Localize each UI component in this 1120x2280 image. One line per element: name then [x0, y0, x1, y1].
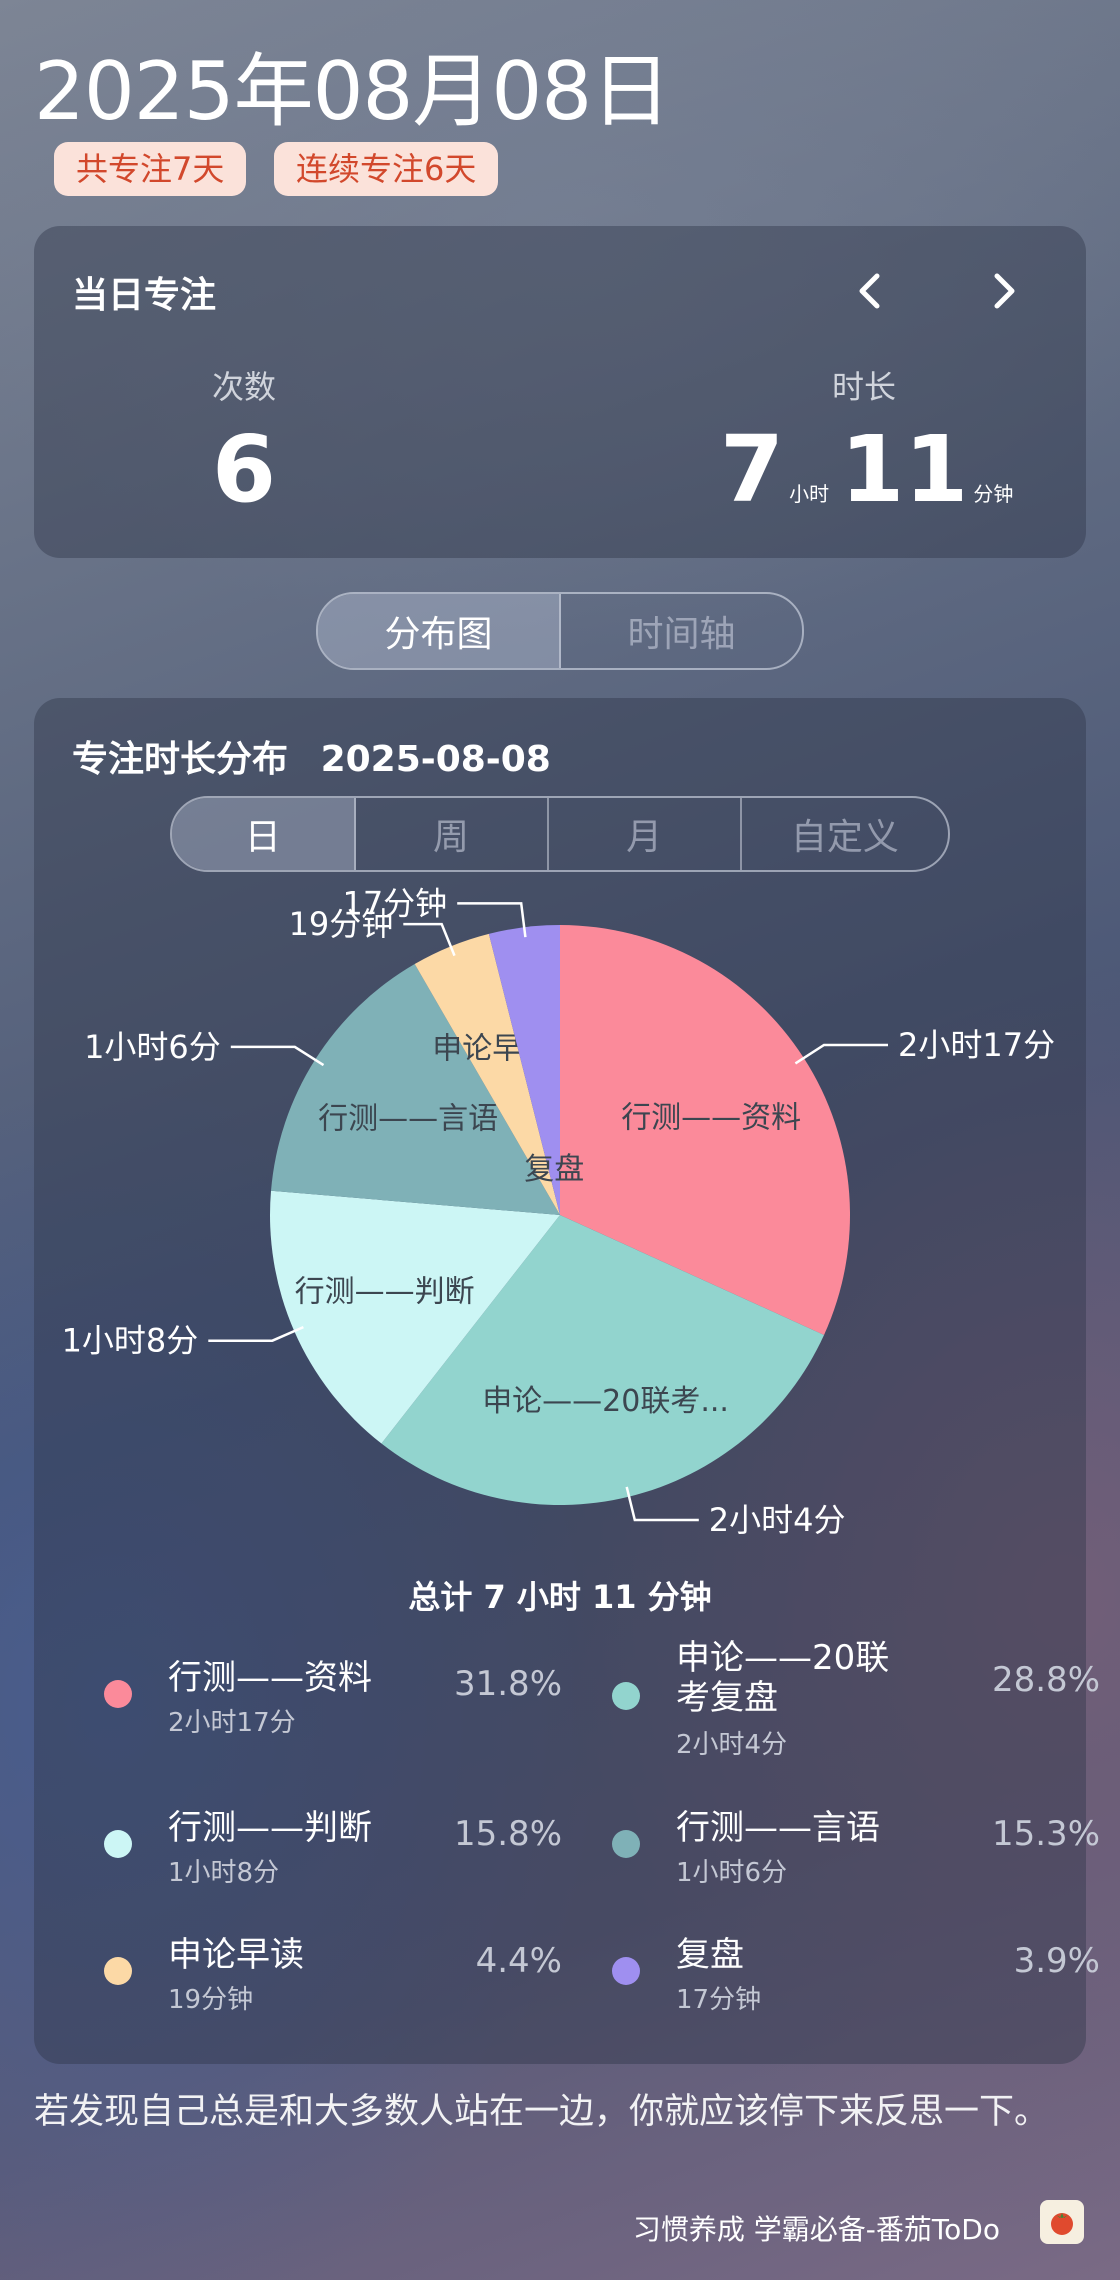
- legend-item[interactable]: 申论——20联考复盘 2小时4分 28.8%: [612, 1638, 1100, 1760]
- motivational-quote: 若发现自己总是和大多数人站在一边，你就应该停下来反思一下。: [34, 2092, 1050, 2132]
- pie-slice[interactable]: [488, 925, 560, 1215]
- next-day-button[interactable]: [974, 261, 1034, 321]
- hours-unit: 小时: [789, 482, 830, 506]
- distribution-title-text: 专注时长分布: [72, 739, 289, 780]
- daily-focus-title: 当日专注: [72, 275, 217, 316]
- legend-percent: 15.8%: [453, 1814, 562, 1854]
- legend-item[interactable]: 申论早读 19分钟 4.4%: [104, 1935, 562, 2035]
- legend-color-dot: [612, 1682, 640, 1710]
- slice-duration-label: 19分钟: [289, 905, 394, 943]
- chevron-left-icon: [859, 273, 880, 309]
- leader-line: [230, 1045, 325, 1067]
- slice-label: 复盘: [524, 1152, 584, 1187]
- legend-item[interactable]: 行测——资料 2小时17分 31.8%: [104, 1658, 562, 1758]
- minutes-value: 11: [840, 416, 969, 523]
- legend-name: 复盘: [676, 1935, 744, 1975]
- count-value: 6: [211, 416, 276, 523]
- slice-label: 行测——资料: [621, 1101, 801, 1136]
- duration-value: 7 小时 11 分钟: [720, 420, 1020, 520]
- footer-slogan: 习惯养成 学霸必备-番茄ToDo: [632, 2213, 1000, 2246]
- legend-percent: 3.9%: [1013, 1941, 1100, 1981]
- slice-label: 行测——判断: [295, 1275, 475, 1310]
- daily-focus-card: 当日专注 次数 6 时长 7 小时 11 分钟: [34, 226, 1086, 558]
- legend-percent: 28.8%: [991, 1660, 1100, 1700]
- legend-color-dot: [612, 1957, 640, 1985]
- legend-percent: 4.4%: [475, 1941, 562, 1981]
- app-logo: [1040, 2200, 1084, 2244]
- tab-day[interactable]: 日: [172, 798, 356, 870]
- leader-line: [403, 922, 456, 957]
- hours-value: 7: [720, 416, 785, 523]
- legend-duration: 19分钟: [168, 1985, 254, 2015]
- legend-item[interactable]: 复盘 17分钟 3.9%: [612, 1935, 1100, 2035]
- legend-name: 行测——判断: [168, 1808, 372, 1848]
- chevron-right-icon: [994, 273, 1015, 309]
- tomato-icon: [1051, 2213, 1073, 2235]
- slice-duration-label: 17分钟: [342, 884, 447, 922]
- streak-days-badge: 连续专注6天: [274, 142, 499, 196]
- leader-line: [208, 1325, 304, 1342]
- legend-item[interactable]: 行测——判断 1小时8分 15.8%: [104, 1808, 562, 1908]
- slice-duration-label: 2小时17分: [898, 1026, 1055, 1064]
- minutes-unit: 分钟: [973, 482, 1014, 506]
- leader-line: [625, 1486, 699, 1522]
- legend-duration: 1小时6分: [676, 1858, 788, 1888]
- legend-color-dot: [104, 1830, 132, 1858]
- slice-label: 申论——20联考...: [482, 1384, 729, 1419]
- legend-name: 申论——20联考复盘: [676, 1638, 890, 1718]
- total-days-badge: 共专注7天: [54, 142, 247, 196]
- legend-color-dot: [612, 1830, 640, 1858]
- pie-slice[interactable]: [560, 925, 850, 1335]
- view-switch: 分布图 时间轴: [316, 592, 804, 670]
- slice-duration-label: 2小时4分: [709, 1501, 846, 1539]
- pie-slice[interactable]: [414, 933, 560, 1215]
- tab-week[interactable]: 周: [356, 798, 549, 870]
- pie-slice[interactable]: [270, 1190, 560, 1444]
- prev-day-button[interactable]: [840, 261, 900, 321]
- page-title: 2025年08月08日: [34, 45, 671, 138]
- pie-slice[interactable]: [381, 1215, 825, 1506]
- distribution-date: 2025-08-08: [320, 739, 551, 780]
- slice-duration-label: 1小时6分: [84, 1028, 221, 1066]
- legend-duration: 1小时8分: [168, 1858, 280, 1888]
- count-label: 次数: [211, 368, 276, 406]
- distribution-title: 专注时长分布 2025-08-08: [72, 730, 551, 782]
- legend-color-dot: [104, 1957, 132, 1985]
- pie-slice[interactable]: [271, 964, 560, 1215]
- legend-name: 行测——言语: [676, 1808, 880, 1848]
- legend-item[interactable]: 行测——言语 1小时6分 15.3%: [612, 1808, 1100, 1908]
- legend-name: 申论早读: [168, 1935, 304, 1975]
- legend-duration: 17分钟: [676, 1985, 762, 2015]
- slice-duration-label: 1小时8分: [62, 1322, 199, 1360]
- tab-custom[interactable]: 自定义: [790, 817, 899, 858]
- legend-duration: 2小时4分: [676, 1730, 788, 1760]
- legend-duration: 2小时17分: [168, 1708, 296, 1738]
- tab-distribution[interactable]: 分布图: [318, 594, 561, 668]
- legend-name: 行测——资料: [168, 1658, 372, 1698]
- legend-percent: 15.3%: [991, 1814, 1100, 1854]
- slice-label: 行测——言语: [318, 1102, 498, 1137]
- leader-line: [794, 1043, 888, 1065]
- duration-label: 时长: [831, 368, 896, 406]
- leader-line: [457, 902, 527, 938]
- total-duration: 总计 7 小时 11 分钟: [408, 1578, 712, 1616]
- legend-percent: 31.8%: [453, 1664, 562, 1704]
- legend-color-dot: [104, 1680, 132, 1708]
- period-switch: 日 周 月 自定义: [170, 796, 950, 872]
- tab-month[interactable]: 月: [549, 798, 742, 870]
- tab-timeline[interactable]: 时间轴: [627, 614, 736, 655]
